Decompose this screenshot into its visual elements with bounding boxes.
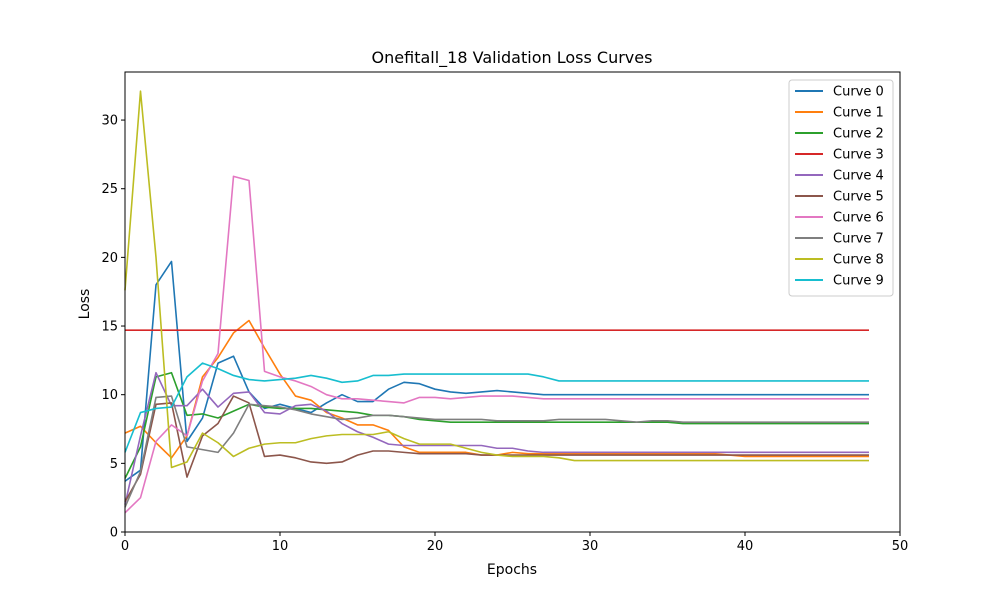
legend-label-curve-0: Curve 0 — [833, 85, 884, 100]
x-tick-label: 30 — [582, 539, 599, 554]
y-tick-label: 20 — [101, 251, 118, 266]
x-tick-label: 50 — [892, 539, 909, 554]
y-tick-label: 10 — [101, 388, 118, 403]
x-axis: 0 10 20 30 40 50 — [121, 532, 908, 554]
y-tick-label: 0 — [110, 526, 118, 541]
legend-label-curve-1: Curve 1 — [833, 106, 884, 121]
series-line-curve-2 — [124, 371, 869, 479]
legend-label-curve-6: Curve 6 — [833, 211, 884, 226]
x-tick-label: 10 — [272, 539, 289, 554]
legend-label-curve-3: Curve 3 — [833, 148, 884, 163]
x-tick-label: 0 — [121, 539, 129, 554]
x-axis-label: Epochs — [487, 562, 537, 578]
series-line-curve-8 — [124, 90, 869, 469]
y-axis: 0 5 10 15 20 25 30 — [101, 114, 125, 541]
y-tick-label: 30 — [101, 114, 118, 129]
plot-area — [124, 71, 901, 533]
legend-label-curve-2: Curve 2 — [833, 127, 884, 142]
legend-label-curve-7: Curve 7 — [833, 232, 884, 247]
legend-label-curve-4: Curve 4 — [833, 169, 884, 184]
y-tick-label: 5 — [110, 457, 118, 472]
legend-label-curve-5: Curve 5 — [833, 190, 884, 205]
y-axis-label: Loss — [77, 289, 93, 320]
series-line-curve-6 — [124, 175, 869, 514]
series-line-curve-1 — [124, 319, 869, 459]
legend-label-curve-8: Curve 8 — [833, 253, 884, 268]
plot-frame — [124, 71, 901, 533]
x-tick-label: 40 — [737, 539, 754, 554]
series-line-curve-7 — [124, 395, 869, 508]
chart-title: Onefitall_18 Validation Loss Curves — [372, 48, 653, 68]
legend-label-curve-9: Curve 9 — [833, 274, 884, 289]
x-tick-label: 20 — [427, 539, 444, 554]
series-line-curve-4 — [124, 371, 869, 505]
y-tick-label: 25 — [101, 182, 118, 197]
legend: Curve 0 Curve 1 Curve 2 Curve 3 Curve 4 Curve… — [788, 79, 894, 297]
series-line-curve-9 — [124, 362, 869, 453]
y-tick-label: 15 — [101, 320, 118, 335]
